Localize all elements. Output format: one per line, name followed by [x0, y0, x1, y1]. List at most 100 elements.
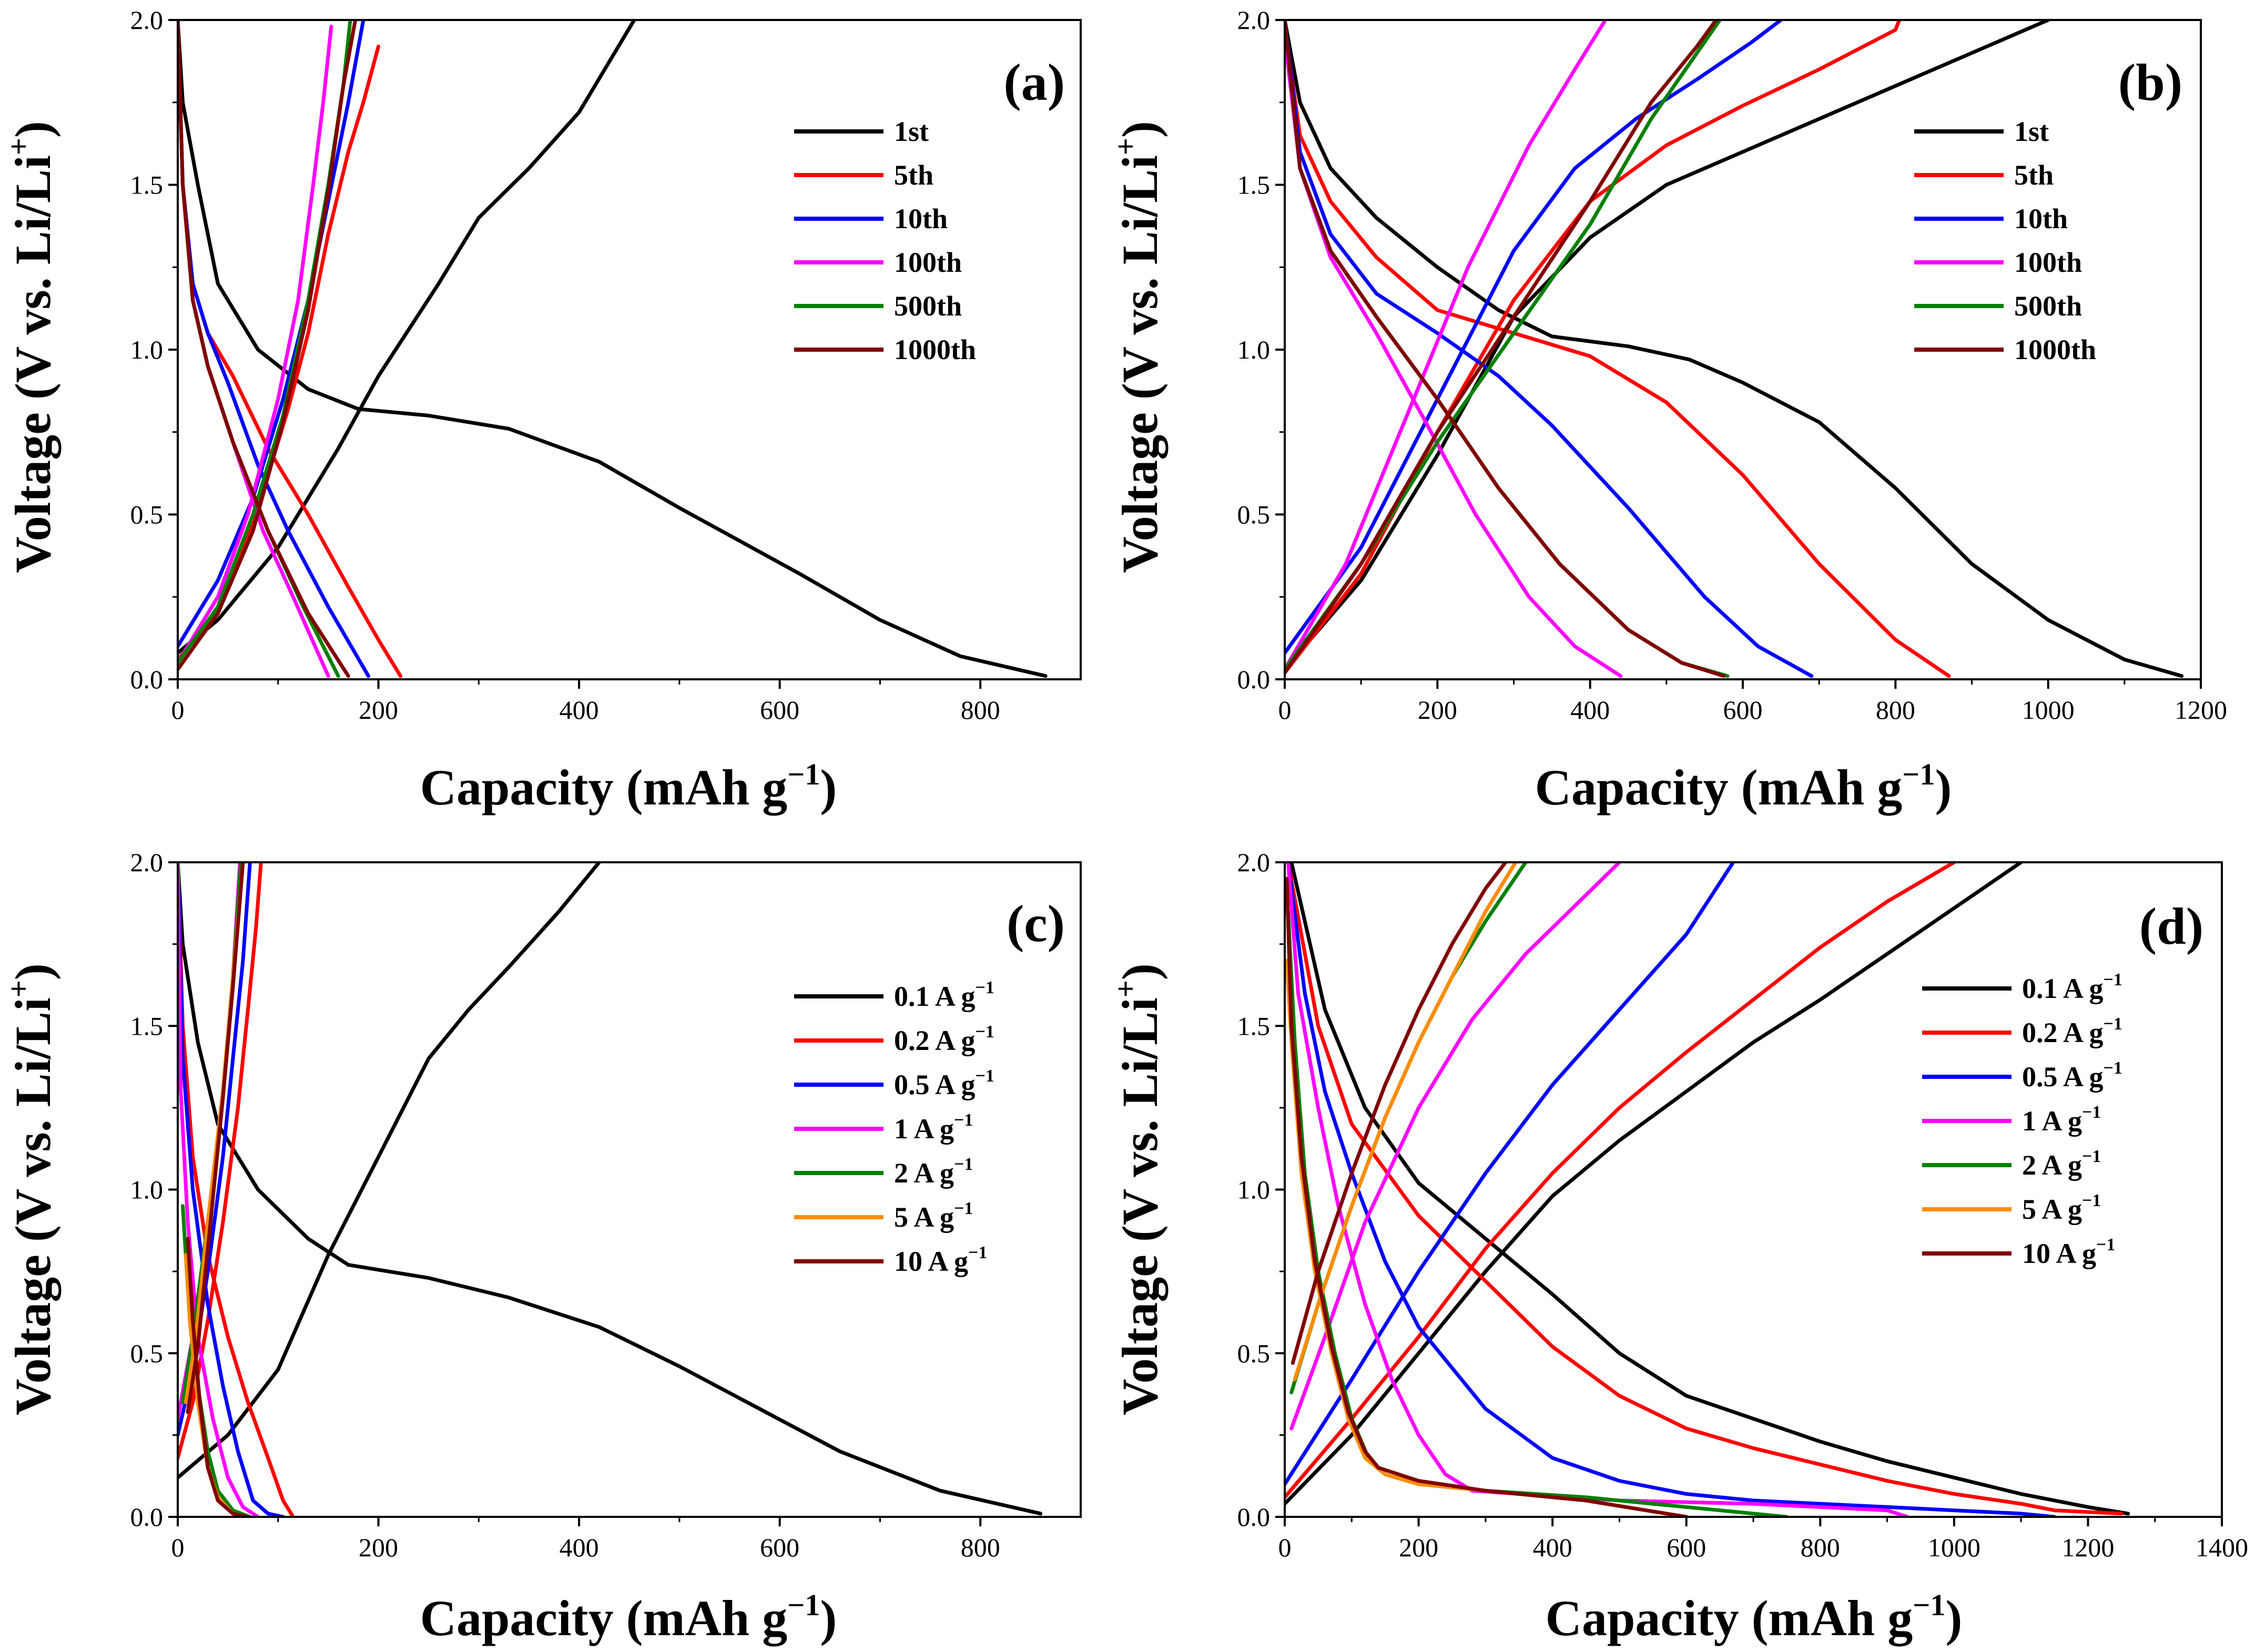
y-tick-label: 1.5 — [130, 170, 164, 200]
series-4-charge-line — [178, 25, 333, 665]
legend-label: 1 A g−1 — [894, 1110, 973, 1145]
legend-item: 0.2 A g−1 — [794, 1022, 994, 1056]
legend-label: 500th — [2014, 290, 2082, 322]
y-tick-label: 2.0 — [1237, 5, 1271, 35]
y-tick-label: 0.0 — [1237, 665, 1271, 694]
legend-item: 10 A g−1 — [1922, 1235, 2115, 1269]
series-3-charge-line — [1285, 862, 1735, 1486]
x-axis-title: Capacity (mAh g−1) — [420, 1588, 837, 1646]
x-axis-title: Capacity (mAh g−1) — [1546, 1588, 1963, 1646]
legend-label: 1st — [894, 116, 929, 147]
y-tick-label: 1.5 — [1237, 1011, 1271, 1041]
x-tick-label: 400 — [560, 695, 599, 725]
legend-label: 0.1 A g−1 — [894, 978, 994, 1012]
x-tick-label: 600 — [760, 1533, 799, 1562]
x-tick-label: 1200 — [2061, 1533, 2114, 1562]
legend-label: 10 A g−1 — [2022, 1235, 2115, 1269]
panel-c: 0 200 400 600 800 0.0 0.5 1.0 1.5 2.0 (c) Capacity … — [2, 848, 1082, 1646]
y-tick-label: 0.0 — [1237, 1502, 1271, 1532]
x-tick-label: 800 — [961, 695, 1000, 725]
legend-label: 500th — [894, 290, 962, 322]
y-tick-label: 0.0 — [130, 665, 164, 694]
legend-item: 0.1 A g−1 — [1922, 970, 2122, 1004]
series-1-charge-line — [1285, 862, 2023, 1506]
series-3-discharge-line — [178, 862, 285, 1517]
y-axis-title: Voltage (V vs. Li/Li+) — [1109, 963, 1168, 1415]
legend-item: 10 A g−1 — [794, 1243, 987, 1277]
series-7-discharge-line — [186, 1237, 250, 1517]
series-6-discharge-line — [178, 20, 350, 678]
legend-item: 500th — [794, 290, 962, 322]
series-lines — [1285, 20, 2184, 678]
x-tick-label: 200 — [359, 1533, 398, 1562]
panel-a: 0 200 400 600 800 0.0 0.5 1.0 1.5 2.0 (a) Capacity … — [2, 5, 1082, 815]
legend-item: 0.1 A g−1 — [794, 978, 994, 1012]
y-tick-label: 1.0 — [130, 1175, 164, 1205]
y-tick-label: 0.5 — [1237, 500, 1271, 529]
series-7-discharge-line — [1285, 876, 1689, 1517]
x-tick-label: 800 — [1801, 1533, 1840, 1562]
series-1-discharge-line — [1289, 862, 2130, 1516]
legend-item: 0.5 A g−1 — [1922, 1058, 2122, 1093]
y-tick-label: 0.5 — [130, 1339, 164, 1368]
legend-label: 100th — [2014, 247, 2082, 278]
x-tick-label: 800 — [1876, 695, 1915, 725]
legend: 0.1 A g−1 0.2 A g−1 0.5 A g−1 1 A g−1 2 A g−… — [1922, 970, 2122, 1269]
legend-label: 2 A g−1 — [894, 1155, 973, 1189]
legend-label: 0.5 A g−1 — [894, 1066, 994, 1100]
x-tick-label: 1400 — [2196, 1533, 2248, 1562]
legend-item: 100th — [794, 247, 962, 278]
legend-label: 5 A g−1 — [894, 1199, 973, 1233]
x-tick-label: 1200 — [2175, 695, 2227, 725]
panel-b: 0 200 400 600 800 1000 1200 0.0 0.5 1.0 1.5 2.0 (b) C… — [1109, 5, 2227, 815]
series-3-discharge-line — [1285, 20, 1814, 678]
legend-label: 10 A g−1 — [894, 1243, 987, 1277]
series-2-discharge-line — [1285, 25, 1951, 678]
y-tick-label: 1.0 — [1237, 1175, 1271, 1205]
legend-item: 10th — [794, 203, 948, 234]
series-4-charge-line — [1289, 862, 1621, 1431]
x-tick-label: 400 — [1533, 1533, 1572, 1562]
y-tick-label: 0.5 — [130, 500, 164, 529]
legend-item: 1000th — [1914, 334, 2096, 365]
x-axis-title: Capacity (mAh g−1) — [420, 757, 837, 815]
plot-frame — [177, 861, 1082, 1518]
y-axis-title: Voltage (V vs. Li/Li+) — [2, 963, 61, 1415]
panel-letter: (c) — [1007, 894, 1065, 953]
legend-item: 1000th — [794, 334, 976, 365]
x-tick-label: 600 — [1723, 695, 1763, 725]
series-6-charge-line — [178, 20, 358, 671]
panel-letter: (a) — [1003, 53, 1065, 111]
x-axis-title: Capacity (mAh g−1) — [1535, 757, 1952, 815]
y-tick-label: 1.5 — [1237, 170, 1271, 200]
x-tick-label: 400 — [560, 1533, 599, 1562]
legend-item: 500th — [1914, 290, 2082, 322]
legend-label: 0.2 A g−1 — [894, 1022, 994, 1056]
y-tick-label: 1.0 — [130, 335, 164, 364]
y-tick-label: 2.0 — [130, 848, 164, 877]
legend-item: 1st — [794, 116, 929, 147]
series-1-charge-line — [178, 20, 636, 655]
legend-label: 10th — [2014, 203, 2068, 234]
series-6-charge-line — [1293, 862, 1518, 1382]
series-1-discharge-line — [1285, 20, 2184, 678]
legend-item: 1 A g−1 — [1922, 1103, 2101, 1137]
x-tick-label: 200 — [1418, 695, 1457, 725]
legend-label: 1000th — [894, 334, 976, 365]
series-4-charge-line — [1285, 20, 1608, 671]
x-tick-label: 1000 — [2022, 695, 2075, 725]
x-tick-label: 0 — [1278, 1533, 1292, 1562]
legend-label: 5th — [2014, 159, 2054, 191]
series-3-charge-line — [1285, 20, 1783, 655]
legend-label: 5th — [894, 159, 933, 191]
series-3-discharge-line — [1286, 862, 2057, 1517]
series-4-discharge-line — [1286, 862, 1909, 1517]
x-tick-label: 0 — [171, 1533, 185, 1562]
legend-item: 5 A g−1 — [794, 1199, 973, 1233]
series-lines — [178, 20, 1048, 678]
legend: 0.1 A g−1 0.2 A g−1 0.5 A g−1 1 A g−1 2 A g−… — [794, 978, 994, 1277]
y-tick-label: 0.0 — [130, 1502, 164, 1532]
panel-d: 0 200 400 600 800 1000 1200 1400 0.0 0.5 1.0 1.5 2.0… — [1109, 848, 2248, 1646]
x-tick-label: 200 — [359, 695, 398, 725]
